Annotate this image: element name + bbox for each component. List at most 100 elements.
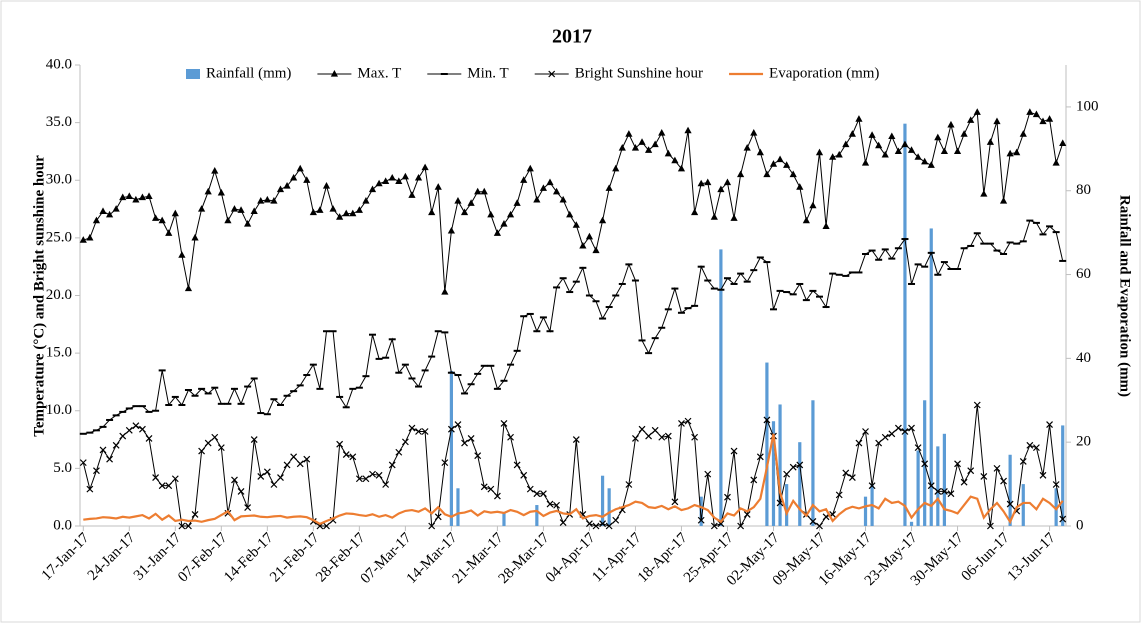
marker: [868, 482, 876, 490]
legend-label: Max. T: [357, 65, 401, 81]
series-line: [83, 433, 1064, 526]
marker: [796, 461, 804, 469]
marker: [993, 464, 1001, 472]
y2-tick-label: 20: [1076, 434, 1091, 450]
marker: [303, 176, 311, 183]
marker: [355, 206, 363, 213]
marker: [388, 173, 396, 181]
marker: [460, 208, 469, 216]
marker: [145, 434, 153, 442]
marker: [894, 424, 902, 432]
y-tick-label: 0.0: [53, 517, 72, 533]
marker: [250, 436, 258, 443]
marker: [980, 190, 988, 197]
marker: [526, 164, 534, 172]
marker: [907, 146, 916, 153]
marker: [684, 417, 692, 425]
marker: [415, 428, 422, 435]
marker: [704, 470, 712, 478]
marker: [132, 195, 140, 203]
bar: [765, 362, 769, 526]
marker: [217, 188, 225, 196]
legend-swatch: [186, 69, 200, 79]
marker: [940, 488, 948, 495]
marker: [191, 511, 199, 518]
marker: [723, 178, 732, 186]
marker: [816, 522, 823, 530]
marker: [414, 173, 423, 181]
marker: [447, 425, 455, 433]
marker: [980, 473, 988, 480]
marker: [599, 520, 607, 528]
marker: [330, 70, 339, 77]
marker: [960, 130, 968, 137]
marker: [487, 485, 495, 493]
marker: [349, 453, 357, 461]
marker: [875, 439, 883, 447]
marker: [737, 522, 745, 530]
marker: [862, 428, 869, 435]
legend-label: Min. T: [467, 65, 508, 81]
marker: [171, 475, 179, 483]
marker: [954, 460, 961, 468]
marker: [783, 161, 791, 168]
marker: [375, 179, 383, 187]
marker: [888, 430, 896, 438]
marker: [901, 140, 909, 148]
marker: [671, 156, 679, 164]
marker: [586, 520, 593, 528]
marker: [86, 233, 94, 241]
marker: [533, 490, 541, 498]
marker: [605, 522, 613, 530]
marker: [421, 163, 429, 171]
bar: [502, 513, 506, 526]
bar: [456, 488, 460, 526]
marker: [796, 183, 804, 190]
marker: [894, 147, 902, 155]
marker: [185, 522, 192, 530]
marker: [999, 196, 1008, 204]
marker: [658, 128, 666, 136]
marker: [1059, 515, 1067, 523]
y2-tick-label: 60: [1076, 266, 1091, 282]
marker: [441, 288, 449, 295]
marker: [467, 434, 475, 442]
marker: [1052, 158, 1060, 166]
marker: [1000, 477, 1007, 485]
marker: [756, 453, 764, 461]
marker: [592, 246, 600, 254]
marker: [710, 213, 718, 220]
marker: [119, 432, 127, 440]
marker: [789, 463, 797, 471]
marker: [454, 196, 462, 204]
marker: [829, 153, 837, 160]
marker: [848, 474, 856, 482]
marker: [237, 488, 245, 495]
marker: [395, 448, 403, 456]
marker: [336, 440, 344, 448]
marker: [750, 128, 758, 136]
marker: [500, 420, 508, 427]
marker: [756, 148, 764, 156]
marker: [139, 425, 146, 433]
y2-tick-label: 0: [1076, 517, 1084, 533]
bar: [1054, 488, 1058, 526]
marker: [158, 216, 166, 224]
marker: [612, 164, 620, 172]
marker: [697, 179, 705, 187]
marker: [493, 229, 502, 236]
y-tick-label: 40.0: [46, 56, 72, 72]
marker: [342, 451, 350, 458]
marker: [184, 284, 193, 292]
marker: [211, 433, 219, 441]
marker: [178, 251, 186, 258]
marker: [717, 185, 725, 193]
marker: [1006, 149, 1014, 157]
marker: [303, 455, 311, 463]
bar: [719, 249, 723, 526]
bar: [771, 421, 776, 526]
bar: [1008, 454, 1012, 526]
marker: [901, 428, 909, 435]
marker: [296, 460, 304, 468]
